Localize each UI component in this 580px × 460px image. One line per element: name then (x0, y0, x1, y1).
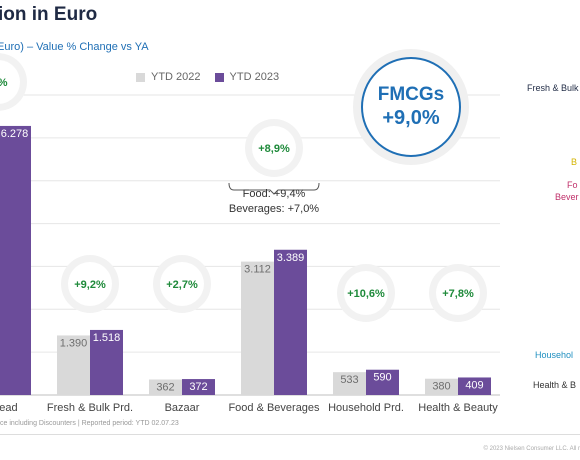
bar-value-label: 380 (432, 381, 450, 393)
bracket (228, 182, 320, 195)
category-label: re Read (0, 402, 18, 414)
bar-2023 (90, 329, 123, 395)
pct-change-label: +9,2% (74, 279, 106, 291)
pct-change-label: +7,8% (442, 288, 474, 300)
side-label-health: Health & B (533, 380, 577, 390)
bar-value-label: 6.278 (1, 128, 29, 140)
bar-2022 (425, 378, 458, 395)
bar-value-label: 1.518 (93, 332, 121, 344)
legend-item-2022: YTD 2022 (136, 71, 201, 83)
legend-swatch-2022 (136, 72, 145, 82)
footnote: ce including Discounters | Reported peri… (0, 420, 179, 427)
category-label: Health & Beauty (418, 402, 498, 414)
page-title: ion in Euro (0, 4, 98, 25)
bar-2023 (458, 377, 491, 395)
bar-2023 (274, 249, 307, 395)
fmcg-label: FMCGs (377, 84, 445, 105)
beverages-change-note: Beverages: +7,0% (229, 203, 319, 215)
pct-bubble (0, 60, 20, 104)
bar-2022 (241, 261, 274, 395)
pct-bubble (160, 262, 204, 306)
bar-2023 (182, 379, 215, 395)
bar-value-label: 409 (465, 379, 483, 391)
bar-value-label: 1.390 (60, 337, 88, 349)
side-label-beverages: Bever (555, 192, 579, 202)
category-label: Household Prd. (328, 402, 404, 414)
bar-chart: 6.278 re Read 1.390 1.518 Fresh & Bulk Prd. 3… (0, 53, 500, 414)
bar-value-label: 3.389 (277, 252, 305, 264)
bar-2023 (0, 125, 31, 395)
category-label: Fresh & Bulk Prd. (47, 402, 133, 414)
pct-change-label: +2,7% (166, 279, 198, 291)
side-label-bazaar: B (571, 157, 578, 167)
legend-label-2022: YTD 2022 (151, 71, 201, 83)
chart-legend: YTD 2022 YTD 2023 (136, 71, 279, 83)
copyright: © 2023 Nielsen Consumer LLC. All r (483, 446, 580, 452)
fmcg-total-badge: FMCGs +9,0% (361, 57, 461, 157)
bar-value-label: 372 (189, 381, 207, 393)
pct-bubble (344, 271, 388, 315)
bar-value-label: 533 (340, 374, 358, 386)
bar-2022 (149, 379, 182, 395)
bar-value-label: 3.112 (244, 264, 271, 276)
bar-2023 (366, 369, 399, 395)
pct-bubble (68, 262, 112, 306)
category-label: Bazaar (165, 402, 200, 414)
pct-change-label: +8,9% (258, 143, 290, 155)
side-label-household: Househol (535, 350, 574, 360)
pct-change-label: .7% (0, 77, 8, 89)
food-change-note: Food: +9,4% (243, 188, 306, 200)
side-label-fresh: Fresh & Bulk (527, 83, 579, 93)
legend-item-2023: YTD 2023 (214, 71, 280, 83)
legend-label-2023: YTD 2023 (229, 71, 280, 83)
bar-2022 (333, 372, 366, 395)
bar-value-label: 362 (156, 381, 174, 393)
bar-2022 (57, 335, 90, 395)
category-label: Food & Beverages (228, 402, 320, 414)
pct-bubble (252, 126, 296, 170)
bar-value-label: 590 (373, 372, 391, 384)
legend-swatch-2023 (214, 72, 224, 82)
footer-divider (0, 434, 580, 435)
fmcg-value: +9,0% (382, 107, 440, 129)
pct-change-label: +10,6% (347, 288, 385, 300)
pct-bubble (436, 271, 480, 315)
side-label-food: Fo (567, 180, 578, 190)
page-subtitle: Euro) – Value % Change vs YA (0, 41, 149, 53)
